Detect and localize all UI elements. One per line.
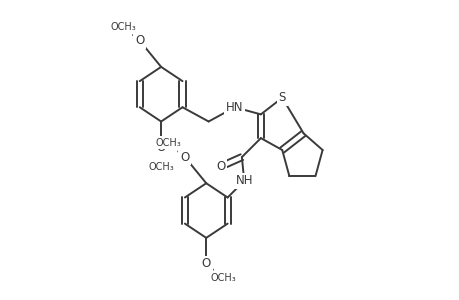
Text: OCH₃: OCH₃ — [155, 138, 181, 148]
Text: OCH₃: OCH₃ — [210, 273, 235, 283]
Text: S: S — [278, 91, 285, 104]
Text: O: O — [180, 151, 189, 164]
Text: O: O — [156, 141, 165, 154]
Text: HN: HN — [225, 101, 243, 114]
Text: OCH₃: OCH₃ — [148, 162, 174, 172]
Text: O: O — [135, 34, 144, 47]
Text: O: O — [215, 160, 224, 173]
Text: NH: NH — [235, 174, 252, 188]
Text: OCH₃: OCH₃ — [110, 22, 136, 32]
Text: O: O — [201, 257, 210, 271]
